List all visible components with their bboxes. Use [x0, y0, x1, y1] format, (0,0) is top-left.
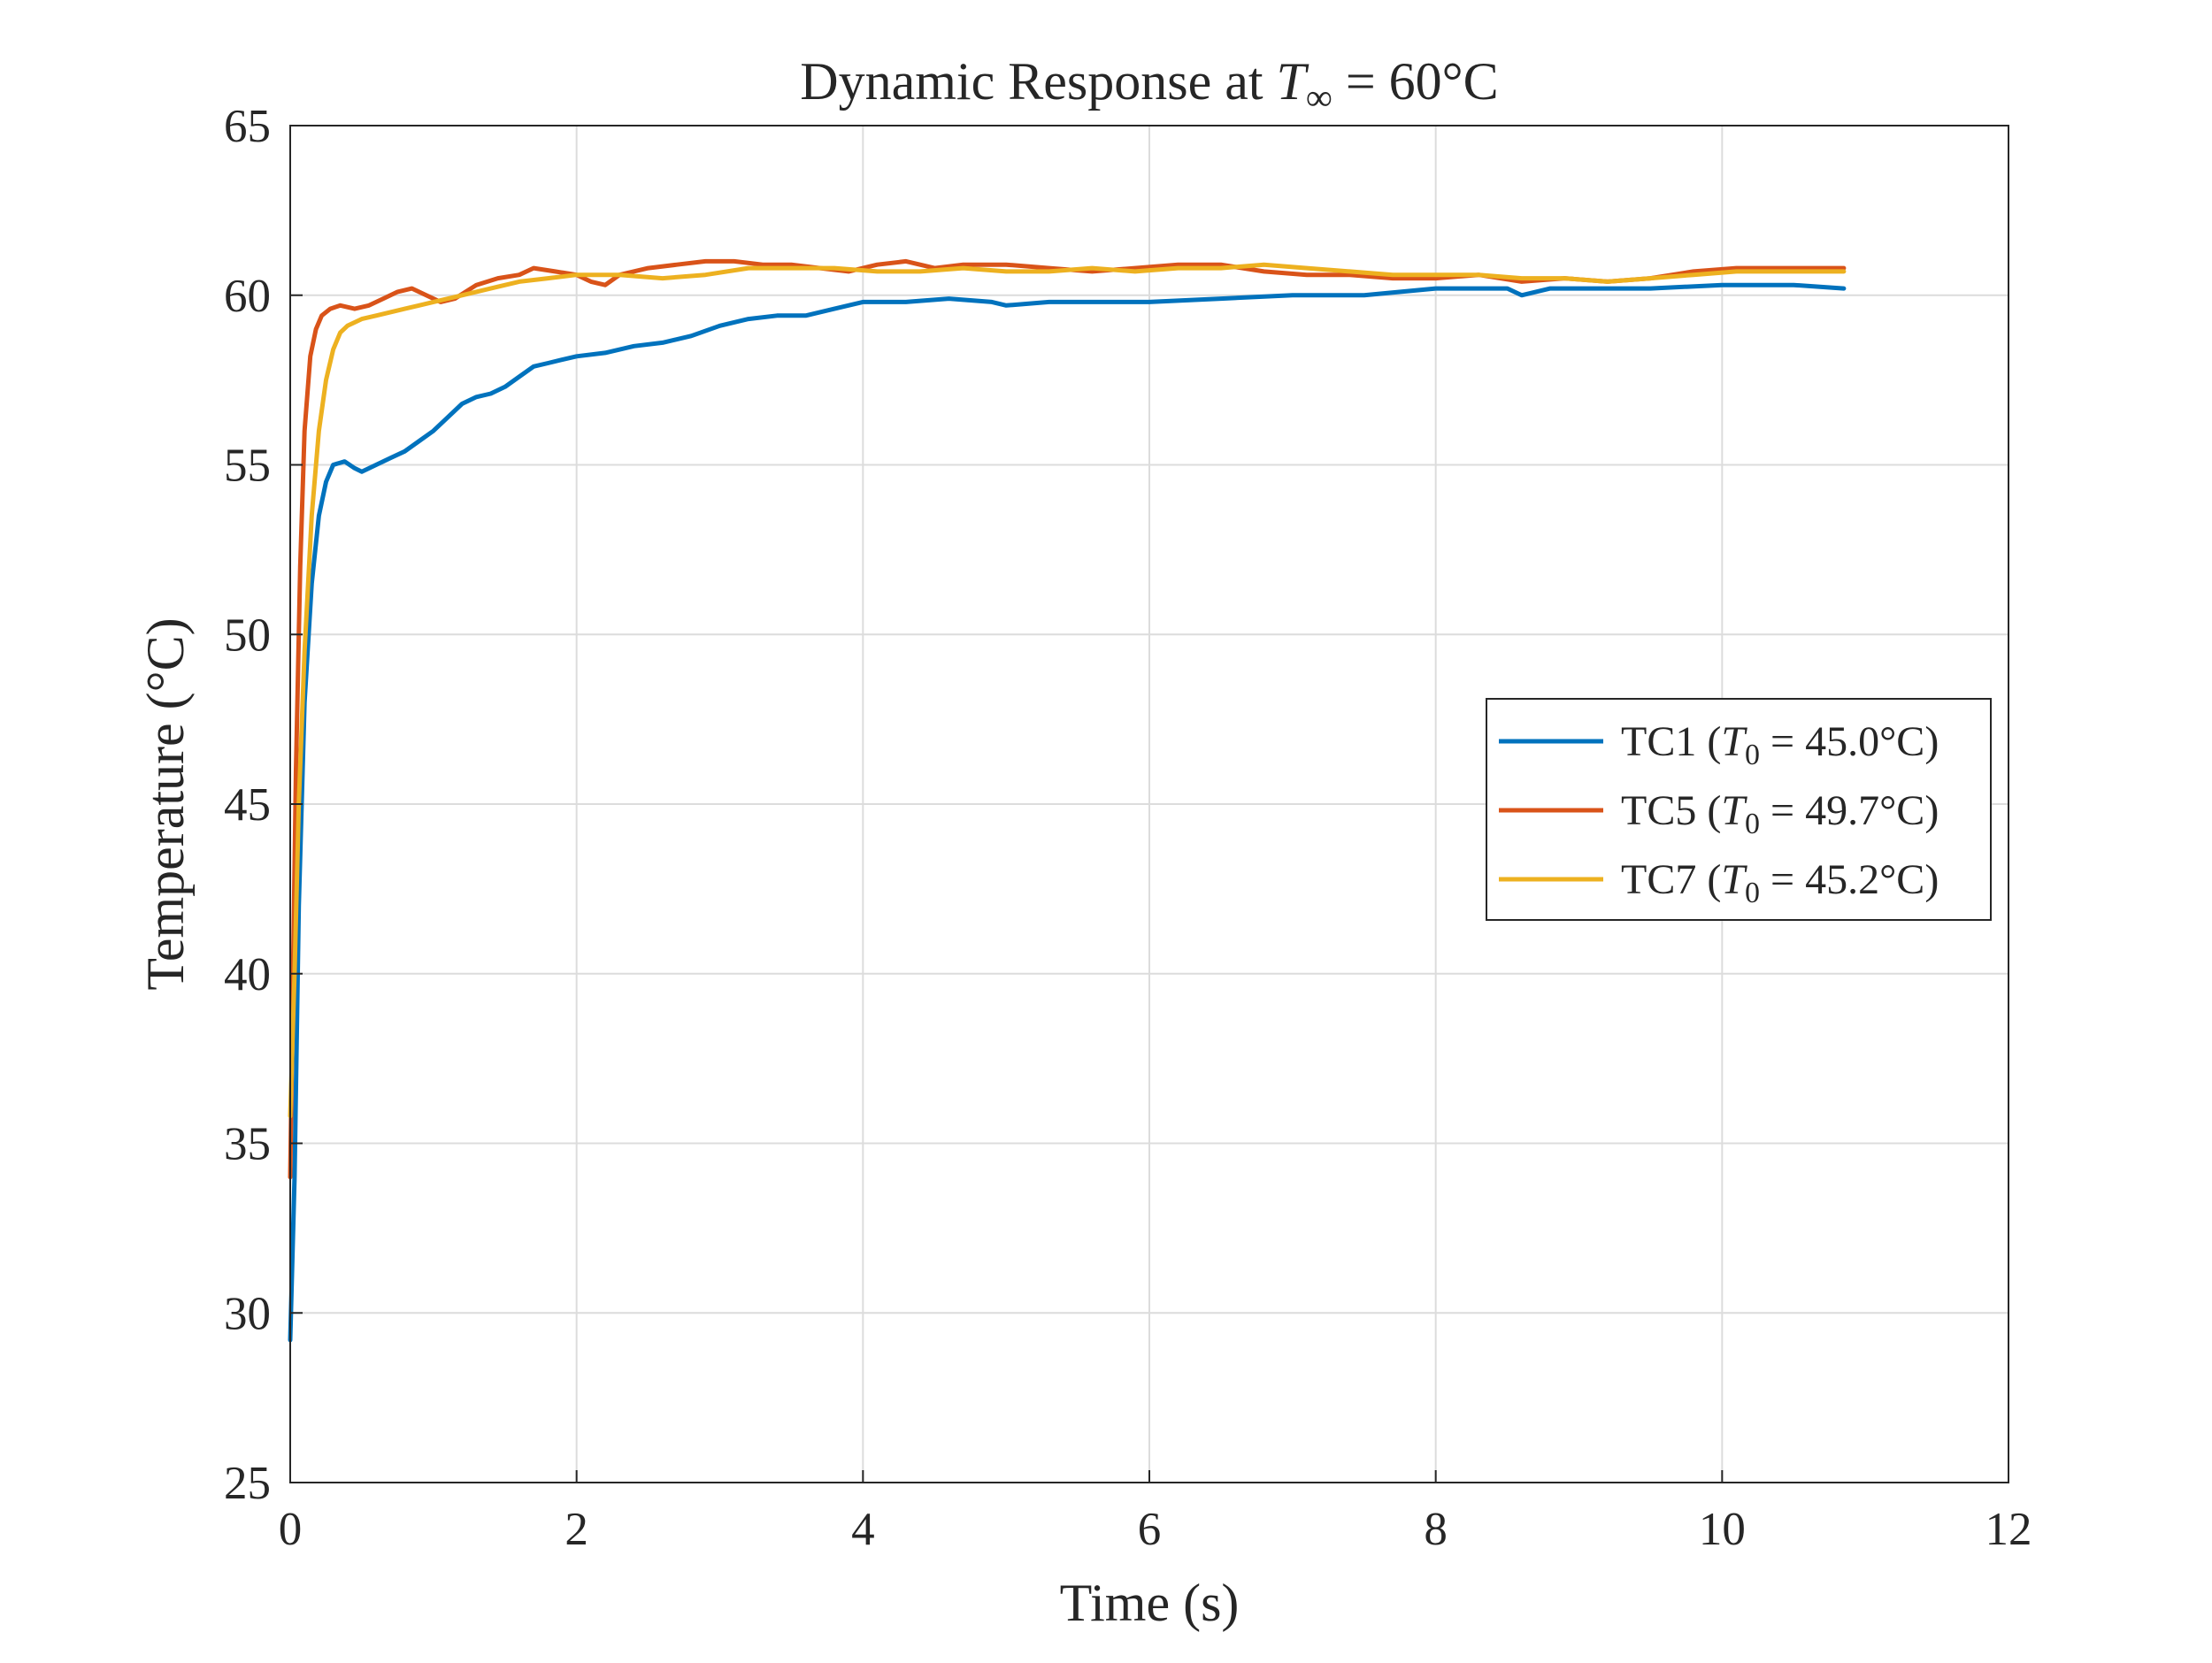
- legend-label: TC5 (T0 = 49.7°C): [1621, 787, 1939, 840]
- x-tick-label: 4: [851, 1504, 875, 1555]
- chart-title: Dynamic Response at T∞ = 60°C: [800, 52, 1498, 119]
- series-layer: [288, 258, 1847, 1343]
- y-tick-label: 60: [224, 271, 271, 322]
- y-tick-label: 50: [224, 609, 271, 661]
- chart-title-suffix: = 60°C: [1333, 52, 1499, 111]
- y-tick-label: 65: [224, 101, 271, 152]
- legend: TC1 (T0 = 45.0°C) TC5 (T0 = 49.7°C) TC7 (T…: [1486, 698, 1992, 921]
- y-tick-label: 25: [224, 1458, 271, 1509]
- x-tick-label: 6: [1138, 1504, 1162, 1555]
- legend-entry-tc1: TC1 (T0 = 45.0°C): [1499, 718, 1939, 771]
- series-line-tc5: [288, 258, 1847, 1180]
- x-tick-label: 10: [1699, 1504, 1746, 1555]
- y-axis-label: Temperature (°C): [136, 617, 195, 990]
- legend-label: TC7 (T0 = 45.2°C): [1621, 856, 1939, 909]
- grid: [290, 126, 2008, 1483]
- x-axis-label: Time (s): [1060, 1574, 1240, 1632]
- x-tick-label: 12: [1985, 1504, 2032, 1555]
- x-tick-label: 2: [565, 1504, 588, 1555]
- ticks: 0 2 4 6 8 10 12 25 30 35 40 45 50 55 60 65: [224, 101, 2032, 1555]
- series-line-tc7: [288, 262, 1847, 1119]
- y-tick-label: 45: [224, 779, 271, 831]
- x-tick-label: 0: [279, 1504, 303, 1555]
- y-tick-label: 30: [224, 1288, 271, 1339]
- chart-title-var: T: [1277, 52, 1310, 111]
- chart-title-sub: ∞: [1306, 78, 1333, 119]
- y-tick-label: 55: [224, 441, 271, 492]
- legend-label: TC1 (T0 = 45.0°C): [1621, 718, 1939, 771]
- x-tick-label: 8: [1424, 1504, 1448, 1555]
- chart-title-prefix: Dynamic Response at: [800, 52, 1276, 111]
- legend-entry-tc5: TC5 (T0 = 49.7°C): [1499, 787, 1939, 840]
- legend-entry-tc7: TC7 (T0 = 45.2°C): [1499, 856, 1939, 909]
- y-tick-label: 40: [224, 949, 271, 1000]
- series-line-tc1: [288, 282, 1847, 1343]
- y-tick-label: 35: [224, 1119, 271, 1170]
